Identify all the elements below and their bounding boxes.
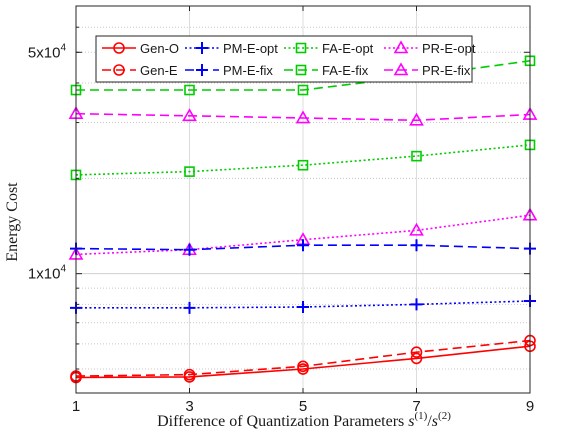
- legend-label: PR-E-fix: [422, 63, 471, 78]
- x-axis-label: Difference of Quantization Parameters s(…: [157, 410, 451, 430]
- x-axis-label-sup2: (2): [438, 410, 451, 422]
- series-line: [75, 144, 531, 176]
- series-line: [75, 214, 531, 256]
- legend-entry: PM-E-opt: [185, 41, 278, 56]
- legend-label: FA-E-opt: [322, 41, 374, 56]
- x-tick-label: 1: [72, 398, 80, 415]
- data-point: [297, 300, 309, 313]
- legend-entry: PR-E-fix: [384, 62, 471, 78]
- data-point: [183, 368, 196, 381]
- y-tick-label: 1x104: [28, 264, 67, 283]
- y-axis-label: Energy Cost: [4, 182, 21, 262]
- legend-marker: [113, 42, 125, 54]
- data-point: [410, 239, 423, 252]
- data-point: [410, 352, 423, 365]
- legend-entry: FA-E-fix: [284, 63, 369, 78]
- x-tick-label: 7: [412, 398, 420, 415]
- legend-marker: [393, 40, 409, 54]
- data-point: [297, 360, 309, 373]
- legend-marker: [295, 42, 307, 54]
- legend-box: [95, 35, 473, 83]
- legend-label: Gen-E: [140, 63, 178, 78]
- legend-label: FA-E-fix: [322, 63, 369, 78]
- data-point: [297, 84, 309, 96]
- legend-label: PR-E-opt: [422, 41, 476, 56]
- series-gen-e: [70, 334, 536, 382]
- data-point: [295, 110, 311, 124]
- x-axis-label-s1: s: [408, 413, 414, 430]
- legend-entry: Gen-O: [102, 41, 179, 56]
- legend-marker: [113, 64, 125, 76]
- x-tick-label: 5: [299, 398, 307, 415]
- legend: Gen-O PM-E-opt FA-E-opt PR-E-opt Gen-E PM-E-f…: [95, 35, 476, 83]
- x-axis-label-slash: /: [427, 413, 432, 430]
- data-point: [297, 239, 309, 252]
- legend-marker: [295, 64, 307, 76]
- x-axis-label-main: Difference of Quantization Parameters: [157, 413, 408, 430]
- x-tick-label: 3: [185, 398, 193, 415]
- data-point: [410, 346, 423, 359]
- data-point: [184, 84, 195, 96]
- x-axis-label-s2: s: [432, 413, 438, 430]
- legend-marker: [196, 42, 208, 54]
- legend-label: PM-E-fix: [223, 63, 273, 78]
- legend-marker: [393, 62, 409, 76]
- data-point: [182, 108, 197, 122]
- series-line: [75, 112, 531, 122]
- legend-entry: Gen-E: [102, 63, 178, 78]
- data-point: [409, 112, 424, 126]
- legend-entry: PM-E-fix: [185, 63, 273, 78]
- series-line: [76, 300, 531, 309]
- legend-marker: [196, 64, 208, 76]
- data-point: [183, 243, 196, 256]
- x-axis-label-sup1: (1): [415, 410, 428, 422]
- data-point: [183, 301, 196, 314]
- data-point: [184, 166, 195, 177]
- y-tick-label: 5x104: [28, 42, 67, 61]
- series-line: [75, 339, 531, 377]
- data-point: [409, 222, 424, 236]
- data-point: [411, 150, 422, 162]
- legend-label: PM-E-opt: [223, 41, 278, 56]
- legend-entry: FA-E-opt: [284, 41, 374, 56]
- series-line: [75, 345, 531, 379]
- data-point: [410, 298, 423, 311]
- x-tick-label: 9: [526, 398, 534, 415]
- axis-ticks: 1 3 5 7 9 1x104 5x104: [28, 6, 534, 415]
- legend-label: Gen-O: [140, 41, 179, 56]
- legend-entry: PR-E-opt: [384, 40, 476, 56]
- data-point: [297, 159, 309, 171]
